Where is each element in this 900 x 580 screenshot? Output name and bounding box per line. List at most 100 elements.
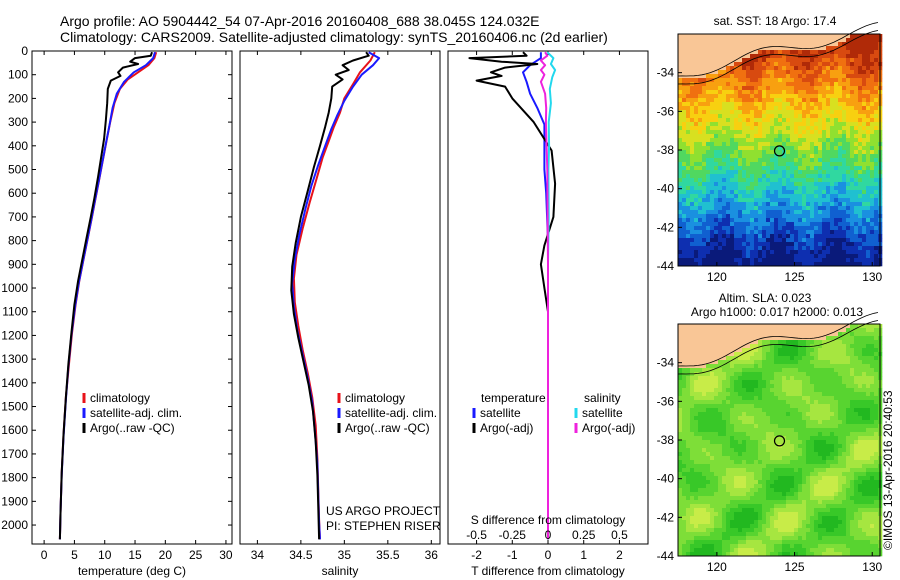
map-cell	[794, 126, 799, 131]
map-cell	[766, 452, 771, 457]
map-cell	[798, 412, 803, 417]
map-cell	[738, 234, 743, 239]
map-cell	[770, 34, 775, 39]
map-cell	[838, 86, 843, 91]
map-cell	[734, 122, 739, 127]
map-cell	[818, 444, 823, 449]
map-cell	[678, 368, 683, 373]
map-cell	[842, 368, 847, 373]
map-cell	[682, 348, 687, 353]
map-cell	[806, 230, 811, 235]
map-cell	[778, 408, 783, 413]
map-cell	[830, 202, 835, 207]
map-cell	[746, 114, 751, 119]
map-cell	[686, 58, 691, 63]
map-cell	[682, 190, 687, 195]
map-cell	[722, 70, 727, 75]
map-cell	[842, 452, 847, 457]
map-cell	[710, 114, 715, 119]
map-cell	[794, 416, 799, 421]
map-cell	[738, 42, 743, 47]
map-cell	[710, 42, 715, 47]
map-cell	[682, 392, 687, 397]
map-cell	[862, 38, 867, 43]
map-cell	[710, 134, 715, 139]
map-cell	[870, 62, 875, 67]
map-cell	[846, 214, 851, 219]
map-cell	[806, 332, 811, 337]
map-cell	[710, 202, 715, 207]
map-cell	[770, 222, 775, 227]
map-cell	[714, 230, 719, 235]
map-cell	[834, 138, 839, 143]
map-cell	[710, 206, 715, 211]
map-cell	[810, 380, 815, 385]
map-cell	[806, 424, 811, 429]
map-cell	[870, 452, 875, 457]
map-cell	[702, 78, 707, 83]
map-cell	[782, 352, 787, 357]
map-cell	[850, 190, 855, 195]
map-cell	[874, 174, 879, 179]
map-cell	[778, 106, 783, 111]
map-cell	[734, 400, 739, 405]
map-cell	[690, 456, 695, 461]
map-cell	[678, 424, 683, 429]
map-cell	[758, 340, 763, 345]
map-cell	[806, 388, 811, 393]
map-cell	[754, 222, 759, 227]
map-cell	[862, 110, 867, 115]
map-cell	[862, 368, 867, 373]
map-cell	[758, 428, 763, 433]
map-cell	[854, 154, 859, 159]
map-cell	[822, 46, 827, 51]
map-cell	[770, 332, 775, 337]
map-cell	[682, 356, 687, 361]
map-cell	[846, 444, 851, 449]
map-cell	[826, 62, 831, 67]
map-cell	[686, 130, 691, 135]
map-cell	[738, 186, 743, 191]
map-cell	[742, 42, 747, 47]
map-cell	[826, 396, 831, 401]
map-cell	[866, 344, 871, 349]
map-cell	[710, 158, 715, 163]
map-cell	[870, 408, 875, 413]
map-cell	[742, 114, 747, 119]
map-cell	[766, 122, 771, 127]
map-cell	[858, 194, 863, 199]
map-cell	[794, 134, 799, 139]
map-cell	[694, 214, 699, 219]
map-cell	[702, 102, 707, 107]
map-cell	[834, 58, 839, 63]
map-cell	[810, 174, 815, 179]
map-cell	[706, 94, 711, 99]
map-cell	[750, 94, 755, 99]
map-cell	[810, 340, 815, 345]
map-cell	[762, 392, 767, 397]
map-cell	[846, 206, 851, 211]
map-cell	[734, 452, 739, 457]
map-cell	[846, 360, 851, 365]
map-cell	[750, 98, 755, 103]
map-cell	[718, 238, 723, 243]
map-cell	[866, 178, 871, 183]
map-cell	[810, 98, 815, 103]
map-cell	[802, 448, 807, 453]
map-cell	[794, 408, 799, 413]
map-cell	[870, 190, 875, 195]
map-cell	[778, 392, 783, 397]
map-cell	[706, 214, 711, 219]
map-cell	[786, 428, 791, 433]
map-cell	[682, 202, 687, 207]
map-cell	[810, 452, 815, 457]
map-cell	[726, 194, 731, 199]
map-cell	[678, 396, 683, 401]
map-cell	[870, 138, 875, 143]
map-cell	[830, 238, 835, 243]
map-cell	[738, 262, 743, 267]
map-cell	[806, 90, 811, 95]
map-cell	[806, 222, 811, 227]
map-cell	[774, 78, 779, 83]
map-cell	[802, 126, 807, 131]
